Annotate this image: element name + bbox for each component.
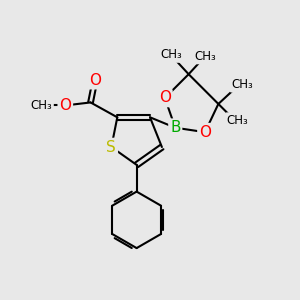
Text: CH₃: CH₃ — [194, 50, 216, 63]
Text: O: O — [59, 98, 71, 113]
Text: O: O — [199, 125, 211, 140]
Text: B: B — [170, 120, 181, 135]
Text: O: O — [89, 73, 101, 88]
Text: O: O — [159, 91, 171, 106]
Text: CH₃: CH₃ — [231, 78, 253, 91]
Text: S: S — [106, 140, 116, 154]
Text: CH₃: CH₃ — [160, 48, 182, 62]
Text: CH₃: CH₃ — [31, 99, 52, 112]
Text: CH₃: CH₃ — [227, 114, 249, 127]
